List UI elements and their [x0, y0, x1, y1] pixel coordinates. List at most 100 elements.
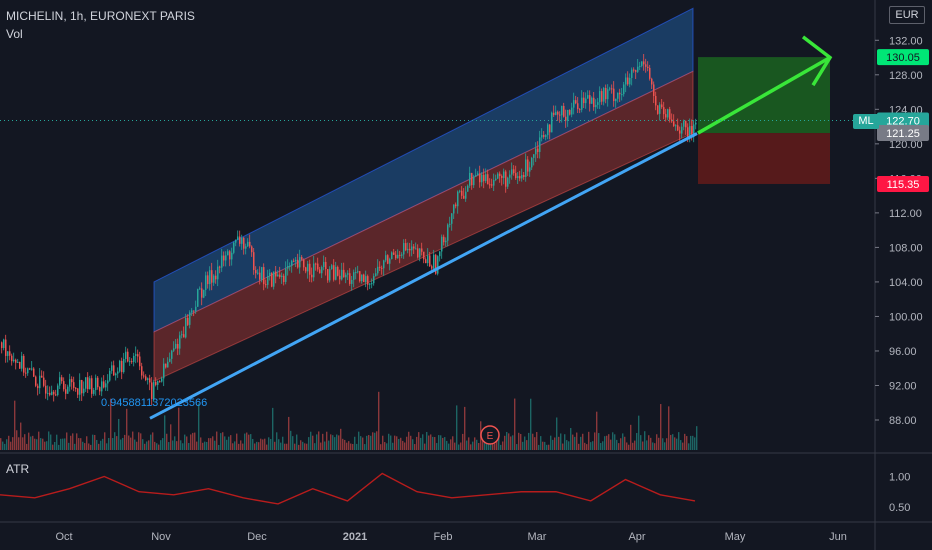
candle — [489, 184, 491, 186]
volume-bar — [58, 444, 60, 450]
volume-bar — [588, 431, 590, 450]
candle — [467, 185, 469, 192]
volume-bar — [512, 435, 514, 450]
candle — [289, 265, 291, 267]
volume-bar — [184, 434, 186, 450]
candle — [1, 342, 3, 348]
candle — [415, 248, 417, 250]
atr-tick-label: 1.00 — [889, 472, 910, 484]
candle — [491, 184, 493, 186]
candle — [243, 237, 245, 249]
candle — [181, 334, 183, 336]
volume-bar — [218, 444, 220, 450]
candle — [549, 124, 551, 133]
candle — [129, 361, 131, 363]
volume-bar — [494, 443, 496, 450]
channel-lower-band — [153, 70, 694, 382]
volume-bar — [464, 406, 466, 450]
price-tick-label: 92.00 — [889, 380, 917, 392]
candle — [193, 310, 195, 312]
volume-bar — [398, 438, 400, 450]
candle — [495, 178, 497, 180]
volume-bar — [674, 437, 676, 450]
candle — [655, 96, 657, 106]
volume-bar — [672, 434, 674, 450]
volume-bar — [418, 432, 420, 450]
candle — [171, 350, 173, 359]
volume-bar — [434, 437, 436, 450]
candle — [281, 275, 283, 278]
volume-bar — [222, 432, 224, 450]
volume-bar — [566, 440, 568, 450]
candle — [475, 175, 477, 177]
currency-badge[interactable]: EUR — [889, 6, 925, 24]
volume-bar — [508, 433, 510, 450]
volume-bar — [290, 430, 292, 450]
candle — [559, 114, 561, 116]
time-tick-label: 2021 — [343, 531, 367, 543]
volume-bar — [92, 434, 94, 450]
candle — [261, 267, 263, 280]
candle — [15, 359, 17, 363]
candle — [473, 176, 475, 186]
candle — [291, 260, 293, 266]
candle — [81, 379, 83, 394]
candle — [505, 171, 507, 187]
volume-bar — [96, 439, 98, 450]
volume-bar — [74, 443, 76, 450]
volume-bar — [294, 443, 296, 450]
candle — [271, 272, 273, 287]
candle — [539, 137, 541, 152]
volume-bar — [384, 442, 386, 450]
candle — [429, 255, 431, 267]
atr-line — [0, 472, 696, 505]
volume-bar — [208, 438, 210, 450]
candle — [691, 126, 693, 137]
volume-bar — [50, 434, 52, 450]
volume-bar — [414, 444, 416, 450]
volume-bar — [124, 434, 126, 450]
volume-bar — [52, 444, 54, 450]
candle — [643, 61, 645, 65]
candle — [137, 354, 139, 357]
volume-bar — [678, 432, 680, 450]
volume-bar — [260, 438, 262, 450]
candle — [39, 375, 41, 389]
candle — [683, 120, 685, 127]
candle — [517, 176, 519, 179]
candle — [669, 109, 671, 120]
candle — [631, 69, 633, 78]
volume-bar — [470, 444, 472, 450]
candle — [687, 127, 689, 138]
volume-bar — [134, 439, 136, 450]
candle — [199, 288, 201, 290]
volume-bar — [220, 433, 222, 450]
volume-bar — [54, 441, 56, 450]
volume-bar — [610, 439, 612, 450]
candle — [339, 275, 341, 280]
candle — [267, 275, 269, 285]
trendline — [149, 132, 698, 420]
candle — [189, 312, 191, 325]
volume-bar — [362, 437, 364, 450]
volume-bar — [606, 435, 608, 450]
candle — [337, 266, 339, 276]
candle — [135, 354, 137, 356]
candle — [45, 385, 47, 394]
volume-bar — [548, 444, 550, 450]
candle — [371, 283, 373, 285]
candle — [515, 173, 517, 179]
candle — [119, 360, 121, 372]
volume-bar — [110, 398, 112, 450]
volume-bar — [676, 438, 678, 450]
volume-bar — [280, 442, 282, 450]
candle — [299, 257, 301, 268]
candle — [67, 386, 69, 394]
candle — [3, 339, 5, 348]
volume-bar — [602, 441, 604, 450]
candle — [391, 252, 393, 260]
candle — [483, 174, 485, 182]
volume-bar — [586, 444, 588, 450]
volume-bar — [426, 431, 428, 450]
